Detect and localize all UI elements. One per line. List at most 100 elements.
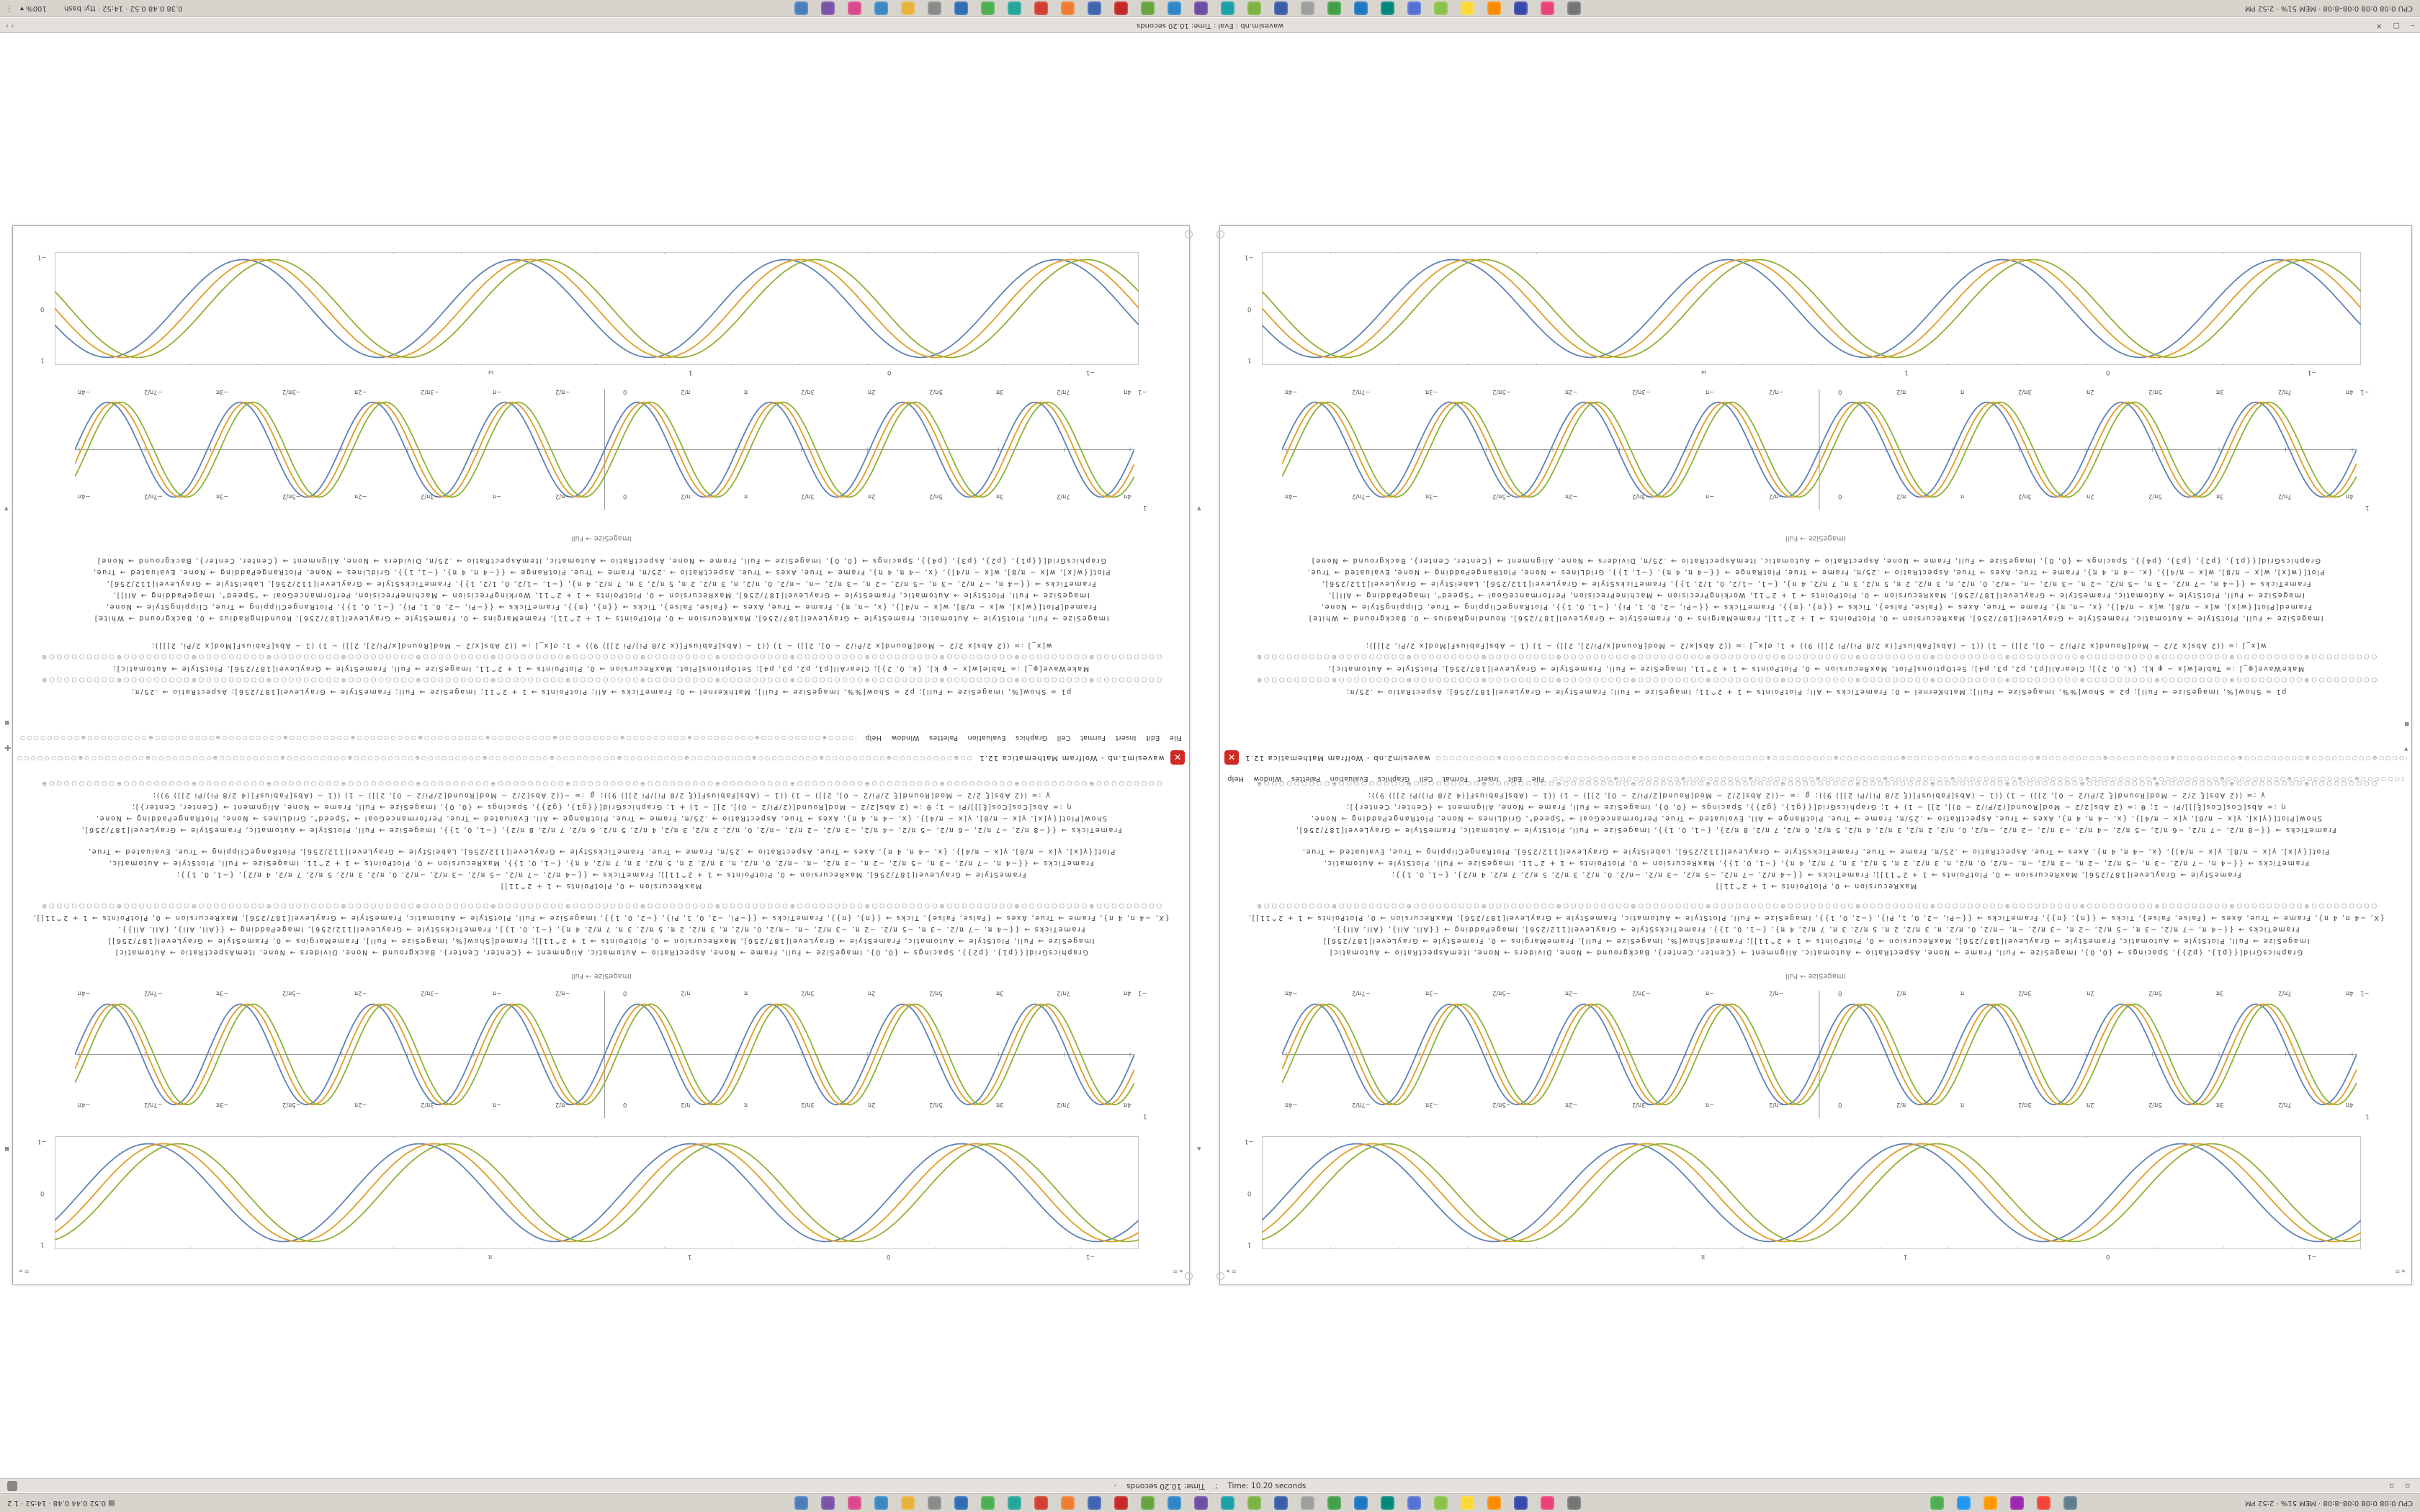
taskbar-app-icon[interactable] (1168, 1496, 1181, 1510)
seam-scroll-icon[interactable]: ▴ (1197, 1145, 1201, 1154)
taskbar-app-icon[interactable] (1407, 1496, 1421, 1510)
menu-bar[interactable]: ○○○○○○○○○⊕○○○○○○○○○⊕○○○○○○○○○⊕○○○○○○○○○⊕… (1220, 773, 2411, 783)
taskbar-app-icon[interactable] (1301, 1496, 1314, 1510)
status-tray-icon[interactable] (7, 1481, 17, 1491)
taskbar-app-icon[interactable] (1141, 1, 1155, 15)
menu-bar[interactable]: ○○○○○○○○○⊕○○○○○○○○○⊕○○○○○○○○○⊕○○○○○○○○○⊕… (13, 732, 1189, 742)
taskbar-app-icon[interactable] (1327, 1496, 1341, 1510)
mathematica-spikey-icon[interactable]: ✕ (1224, 750, 1239, 765)
taskbar-app-icon[interactable] (1514, 1, 1528, 15)
taskbar-app-icon[interactable] (1567, 1496, 1581, 1510)
code-cell[interactable]: ○○○○○○○○○⊕○○○○○○○○○⊕○○○○○○○○○⊕○○○○○○○○○⊕… (1232, 778, 2400, 835)
taskbar-app-icon[interactable] (1034, 1, 1048, 15)
taskbar-app-icon[interactable] (1194, 1496, 1208, 1510)
taskbar-app-icon[interactable] (1034, 1496, 1048, 1510)
taskbar-app-icon[interactable] (1381, 1, 1394, 15)
taskbar-app-icon[interactable] (1984, 1496, 1997, 1510)
taskbar-app-icon[interactable] (1567, 1, 1581, 15)
taskbar-app-icon[interactable] (821, 1, 835, 15)
taskbar-app-icon[interactable] (1194, 1, 1208, 15)
taskbar-app-icon[interactable] (901, 1496, 915, 1510)
taskbar-app-icon[interactable] (1008, 1, 1021, 15)
code-cell[interactable]: w[x_] := ((2 Abs[x 2/2 − Mod[Round[x 2/P… (24, 639, 1178, 697)
taskbar-app-icon[interactable] (1930, 1496, 1944, 1510)
overflow-dots-icon[interactable]: ⋮ (6, 4, 13, 12)
scroll-thumb-icon[interactable]: ▪ (2404, 720, 2410, 729)
taskbar-app-icon[interactable] (1221, 1496, 1234, 1510)
scroll-handle-icon[interactable]: ◂ ≡ (2395, 1267, 2406, 1274)
scroll-handle-icon[interactable]: ≡ ▸ (19, 1267, 30, 1274)
taskbar-app-icon[interactable] (981, 1, 995, 15)
mathematica-spikey-icon[interactable]: ✕ (1170, 750, 1185, 765)
taskbar-app-icon[interactable] (954, 1, 968, 15)
taskbar-app-icon[interactable] (874, 1, 888, 15)
taskbar-app-icon[interactable] (874, 1496, 888, 1510)
seam-scroll-icon[interactable]: ▾ (1197, 504, 1201, 513)
scroll-arrow-icon[interactable]: ▾ (4, 504, 9, 513)
taskbar-app-icon[interactable] (848, 1, 861, 15)
window-titlebar[interactable]: ○○○○○○○○○⊕○○○○○○○○○⊕○○○○○○○○○⊕○○○○○○○○○⊕… (13, 750, 1189, 765)
taskbar-tray-icons[interactable] (1930, 1496, 2077, 1510)
zoom-level[interactable]: 100% ▾ (20, 4, 47, 12)
taskbar-app-icon[interactable] (1061, 1, 1075, 15)
code-cell[interactable]: ○○○○○○○○○⊕○○○○○○○○○⊕○○○○○○○○○⊕○○○○○○○○○⊕… (24, 778, 1178, 835)
taskbar-app-icon[interactable] (1008, 1496, 1021, 1510)
scroll-thumb-icon[interactable]: ▪ (4, 719, 10, 728)
taskbar-app-icon[interactable] (1061, 1496, 1075, 1510)
add-widget-icon[interactable]: ✚ (4, 743, 12, 752)
taskbar-app-icon[interactable] (1541, 1496, 1554, 1510)
taskbar-app-icon[interactable] (1274, 1, 1288, 15)
taskbar-app-icon[interactable] (1487, 1496, 1501, 1510)
taskbar-app-icon[interactable] (794, 1496, 808, 1510)
taskbar-app-icon[interactable] (1354, 1496, 1368, 1510)
taskbar-app-icon[interactable] (928, 1, 941, 15)
taskbar-app-icon[interactable] (901, 1, 915, 15)
taskbar-app-icon[interactable] (1247, 1, 1261, 15)
taskbar-app-icon[interactable] (2063, 1496, 2077, 1510)
menu-items[interactable]: File Edit Insert Format Cell Graphics Ev… (865, 733, 1182, 742)
taskbar-app-icon[interactable] (954, 1496, 968, 1510)
taskbar-app-icon[interactable] (1541, 1, 1554, 15)
taskbar-app-icon[interactable] (821, 1496, 835, 1510)
taskbar-app-icon[interactable] (1141, 1496, 1155, 1510)
taskbar-app-icon[interactable] (2010, 1496, 2024, 1510)
taskbar-app-icon[interactable] (1221, 1, 1234, 15)
window-titlebar[interactable]: ○○○○○○○○○⊕○○○○○○○○○⊕○○○○○○○○○⊕○○○○○○○○○⊕… (1220, 750, 2411, 765)
scroll-thumb-icon[interactable]: ▪ (4, 1145, 10, 1154)
taskbar-app-icon[interactable] (848, 1496, 861, 1510)
code-cell[interactable]: w[x_] := ((2 Abs[x 2/2 − Mod[Round[x 2/P… (1232, 639, 2400, 697)
code-cell[interactable]: GraphicsGrid[{{p1}, {p2}, {p3}, {p4}}, S… (24, 554, 1178, 624)
taskbar-app-icon[interactable] (1247, 1496, 1261, 1510)
taskbar-app-icons[interactable] (794, 1, 1581, 15)
taskbar-app-icon[interactable] (794, 1, 808, 15)
code-cell[interactable]: Plot[{γ[x], γ[x − π/8], γ[x − π/4]}, {x,… (24, 845, 1178, 891)
scroll-handle-icon[interactable]: ≡ ▸ (1226, 1267, 1237, 1274)
taskbar-app-icon[interactable] (1168, 1, 1181, 15)
code-cell[interactable]: ○○○○○○○○○⊕○○○○○○○○○⊕○○○○○○○○○⊕○○○○○○○○○⊕… (1232, 900, 2400, 958)
taskbar-app-icon[interactable] (1461, 1, 1474, 15)
taskbar-app-icon[interactable] (1514, 1496, 1528, 1510)
taskbar-app-icon[interactable] (1114, 1496, 1128, 1510)
taskbar-app-icon[interactable] (1461, 1496, 1474, 1510)
taskbar-app-icon[interactable] (981, 1496, 995, 1510)
taskbar-app-icon[interactable] (928, 1496, 941, 1510)
chevron-icons[interactable]: ‹ › (6, 21, 14, 30)
taskbar-app-icons[interactable] (794, 1496, 1581, 1510)
code-cell[interactable]: GraphicsGrid[{{p1}, {p2}, {p3}, {p4}}, S… (1232, 554, 2400, 624)
taskbar-app-icon[interactable] (1434, 1, 1448, 15)
taskbar-app-icon[interactable] (1407, 1, 1421, 15)
taskbar-app-icon[interactable] (1327, 1, 1341, 15)
taskbar-app-icon[interactable] (1088, 1496, 1101, 1510)
taskbar-app-icon[interactable] (1381, 1496, 1394, 1510)
taskbar-app-icon[interactable] (1957, 1496, 1971, 1510)
scroll-arrow-icon[interactable]: ▾ (2404, 744, 2408, 754)
taskbar-app-icon[interactable] (2037, 1496, 2051, 1510)
taskbar-app-icon[interactable] (1274, 1496, 1288, 1510)
scroll-handle-icon[interactable]: ◂ ≡ (1173, 1267, 1183, 1274)
taskbar-app-icon[interactable] (1088, 1, 1101, 15)
taskbar-app-icon[interactable] (1487, 1, 1501, 15)
taskbar-app-icon[interactable] (1114, 1, 1128, 15)
pager-buttons[interactable]: ▫ ▫ (2389, 1482, 2414, 1490)
taskbar-app-icon[interactable] (1301, 1, 1314, 15)
taskbar-app-icon[interactable] (1434, 1496, 1448, 1510)
